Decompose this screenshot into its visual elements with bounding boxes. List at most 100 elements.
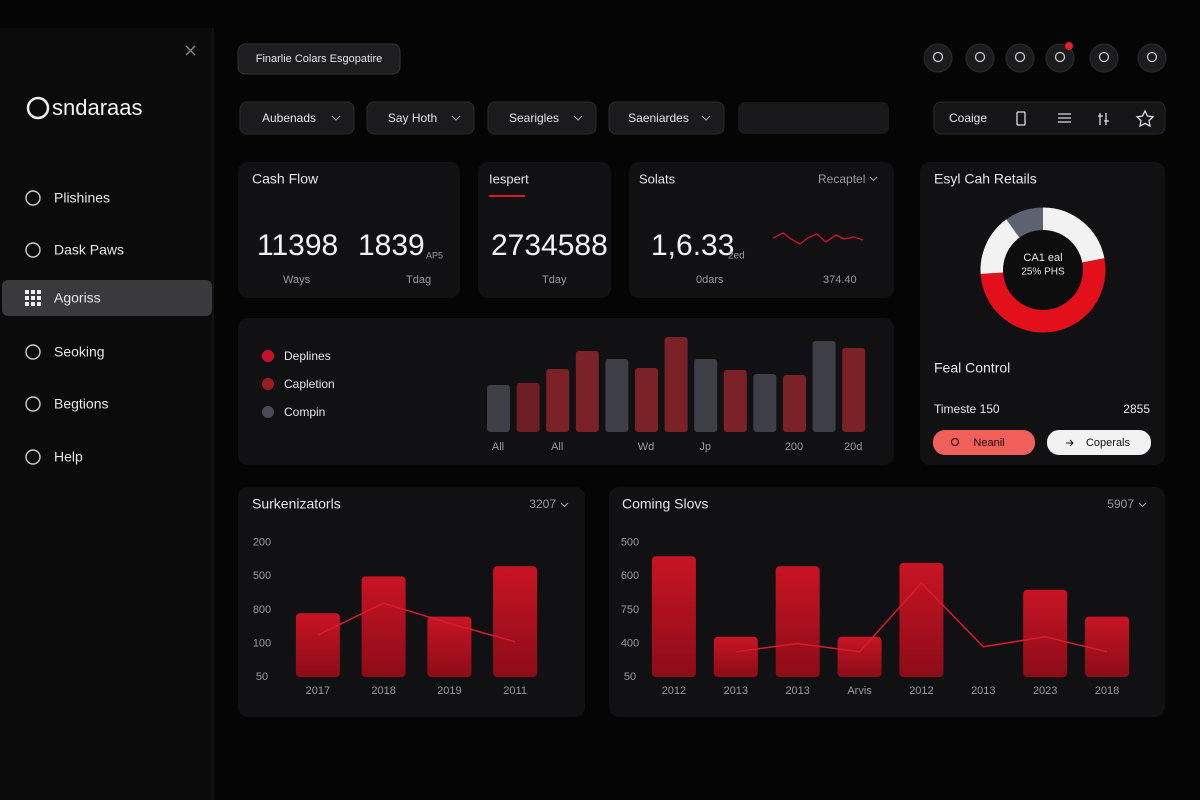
icon-button[interactable] — [965, 43, 995, 73]
close-icon[interactable] — [185, 45, 196, 56]
toolbar-icons[interactable] — [1016, 109, 1155, 128]
dropdown[interactable]: Recaptel — [818, 172, 865, 186]
nav: Plishines Dask Paws Agoriss Seoking Begtions… — [25, 190, 124, 465]
dropdown[interactable]: 3207 — [529, 497, 556, 511]
y-tick-label: 500 — [621, 537, 639, 549]
x-tick-label: 2018 — [371, 685, 395, 697]
bar — [295, 613, 340, 677]
legend-label: Capletion — [284, 377, 335, 391]
button-icon — [951, 438, 959, 446]
bar — [516, 383, 540, 432]
x-tick-label: 2012 — [909, 685, 933, 697]
nav-item[interactable]: Dask Paws — [54, 242, 124, 258]
filter-label: Searigles — [509, 111, 559, 125]
nav-icon — [25, 396, 41, 412]
nav-icon — [25, 449, 41, 465]
x-tick-label: All — [551, 441, 563, 453]
bar — [783, 375, 806, 432]
button[interactable] — [933, 430, 1035, 455]
nav-item[interactable]: Help — [54, 449, 83, 465]
line — [317, 602, 516, 643]
filter[interactable] — [487, 101, 597, 135]
brand-logo — [26, 96, 50, 120]
metric-unit: 2ed — [728, 251, 745, 262]
legend-dot — [262, 406, 274, 418]
chevron — [331, 115, 341, 121]
nav-active — [2, 280, 212, 316]
nav-item[interactable]: Begtions — [54, 396, 108, 412]
donut-segment — [980, 258, 1106, 333]
nav-icon — [25, 296, 29, 300]
bar — [837, 636, 882, 677]
header-icons — [923, 42, 1167, 73]
bar — [575, 351, 599, 432]
y-tick-label: 50 — [256, 671, 268, 683]
chevron — [869, 176, 878, 182]
nav-item[interactable]: Seoking — [54, 344, 105, 360]
nav-icon — [25, 242, 41, 258]
card-title: Solats — [639, 171, 676, 186]
chevron — [573, 115, 583, 121]
donut — [980, 207, 1106, 333]
badge — [1065, 42, 1073, 50]
legend-dot — [262, 350, 274, 362]
nav-icon — [37, 290, 41, 294]
icon-glyph — [1098, 51, 1110, 63]
header-chip[interactable] — [237, 43, 401, 75]
bar — [753, 374, 777, 432]
legend-label: Deplines — [284, 349, 331, 363]
y-tick-label: 800 — [253, 604, 271, 616]
x-tick-label: 200 — [785, 441, 803, 453]
charts: Deplines Capletion Compin All All Wd Jp 200 20d S… — [252, 337, 1147, 697]
icon-button[interactable] — [1137, 43, 1167, 73]
x-tick-label: 2019 — [437, 685, 461, 697]
metric: 1839 — [358, 229, 425, 262]
control-label: Timeste 150 — [934, 402, 1000, 416]
icon-button[interactable] — [1005, 43, 1035, 73]
metric-caption: 0dars — [696, 274, 724, 286]
x-tick-label: 2017 — [306, 685, 330, 697]
bar — [723, 370, 747, 432]
bar — [427, 616, 472, 677]
x-tick-label: 2011 — [503, 685, 527, 697]
nav-icon — [25, 302, 29, 306]
dropdown[interactable]: 5907 — [1107, 497, 1134, 511]
bar — [546, 369, 570, 432]
nav-icon — [25, 290, 29, 294]
icon-glyph — [1054, 51, 1066, 63]
card — [629, 162, 894, 298]
button[interactable] — [1047, 430, 1151, 455]
x-tick-label: 2013 — [971, 685, 995, 697]
filter-label: Saeniardes — [628, 111, 689, 125]
bar — [775, 566, 820, 677]
sparkline — [772, 232, 864, 245]
filter[interactable] — [608, 101, 725, 135]
x-tick-label: 2018 — [1095, 685, 1119, 697]
control-value: 2855 — [1123, 402, 1150, 416]
nav-icon — [25, 344, 41, 360]
chevron — [560, 502, 569, 508]
filter[interactable] — [239, 101, 355, 135]
card-title: Feal Control — [934, 360, 1010, 376]
x-tick-label: Jp — [699, 441, 711, 453]
nav-item[interactable]: Agoriss — [54, 290, 101, 306]
search-box[interactable] — [738, 102, 889, 134]
toolbar-label[interactable]: Coaige — [949, 111, 987, 125]
filter[interactable] — [366, 101, 475, 135]
x-tick-label: 2013 — [724, 685, 748, 697]
button-icon — [1066, 439, 1074, 447]
bar — [713, 636, 758, 677]
icon-glyph — [1146, 51, 1158, 63]
icon-button[interactable] — [923, 43, 953, 73]
x-tick-label: 2023 — [1033, 685, 1057, 697]
bar — [899, 562, 944, 677]
icon-button[interactable] — [1045, 43, 1075, 73]
metric: 1,6.33 — [651, 229, 734, 262]
bar — [1085, 616, 1130, 677]
nav-item[interactable]: Plishines — [54, 190, 110, 206]
x-tick-label: 2012 — [662, 685, 686, 697]
chevron — [701, 115, 711, 121]
icon-button[interactable] — [1089, 43, 1119, 73]
card — [238, 162, 460, 298]
